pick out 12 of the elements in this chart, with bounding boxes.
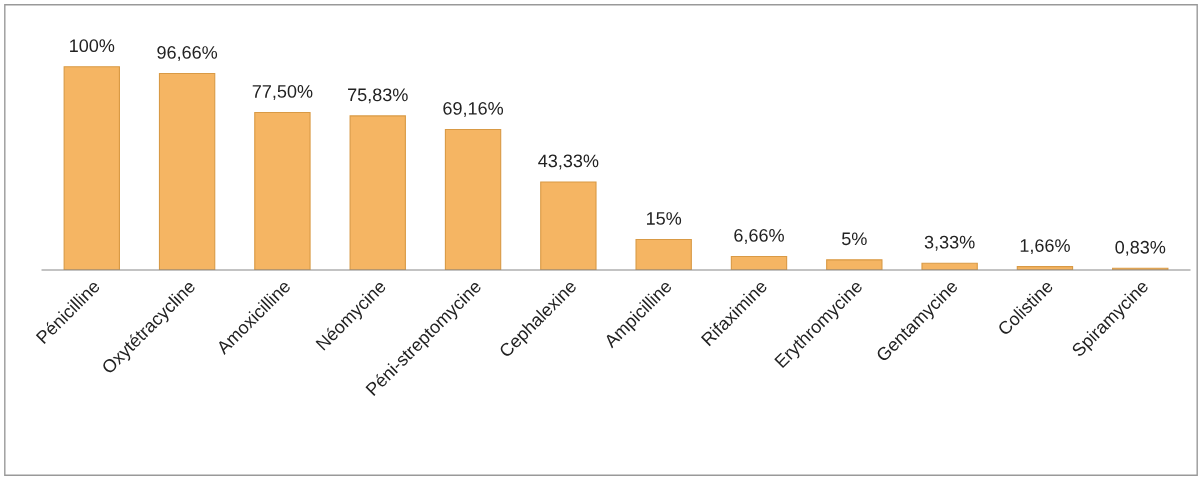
data-label: 43,33%: [538, 154, 599, 170]
data-label: 0,83%: [1115, 240, 1166, 256]
data-label: 15%: [646, 212, 682, 225]
data-label: 69,16%: [443, 101, 504, 117]
data-label: 1,66%: [1020, 239, 1070, 255]
data-label: 100%: [70, 39, 115, 53]
data-label: 5%: [841, 232, 867, 246]
data-label: 6,66%: [734, 229, 784, 244]
data-label: 3,33%: [924, 235, 975, 251]
data-label: 96,66%: [157, 46, 218, 61]
data-label: 77,50%: [252, 85, 313, 100]
data-label: 75,83%: [348, 88, 408, 104]
